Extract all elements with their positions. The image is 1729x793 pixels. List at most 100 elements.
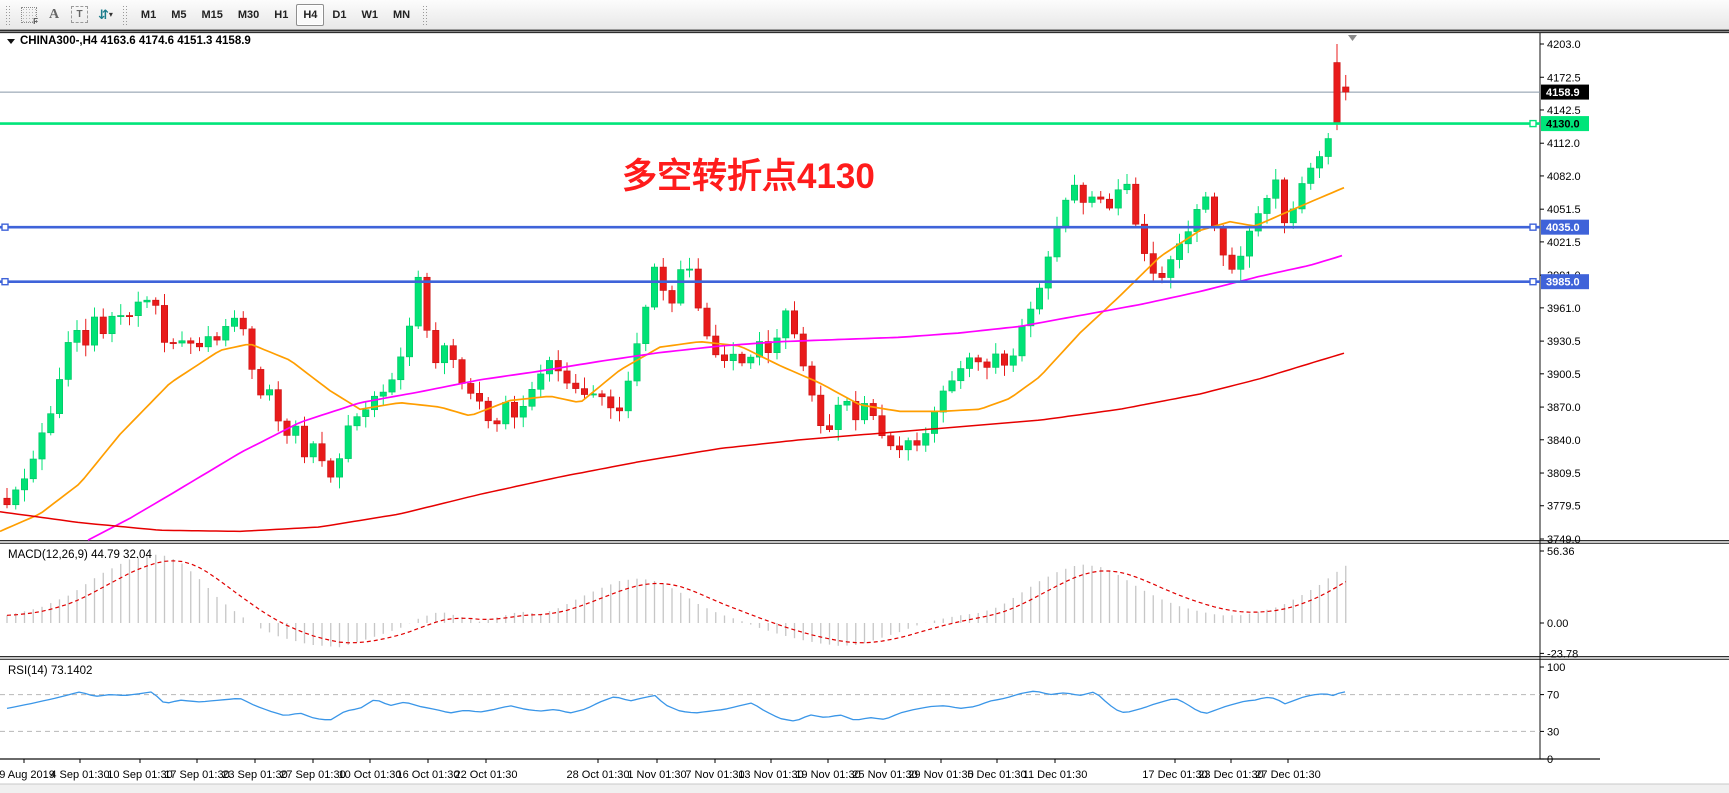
candle-body [196,342,204,348]
candle-body [370,395,378,411]
candle-body [1071,184,1079,201]
hline-handle[interactable] [1,223,9,231]
timeframe-button-m5[interactable]: M5 [171,8,187,21]
timeframe-button-h4[interactable]: H4 [296,3,325,26]
ma-slow-red [0,352,1345,533]
price-tick-label: 4082.0 [1547,171,1581,183]
price-tick-label: 4112.0 [1547,138,1580,150]
candle-body [1018,325,1026,357]
candle-body [1114,189,1122,209]
hline-handle[interactable] [1529,119,1537,128]
candle-body [790,310,798,335]
candle-body [948,380,956,392]
time-tick-label: 16 Oct 01:30 [397,769,460,781]
candle-body [624,380,632,412]
toolbar-drag-handle[interactable] [422,4,430,25]
candle-body [397,356,405,381]
chart-shift-marker-icon [1348,35,1357,41]
candle-body [694,268,702,309]
candle-body [817,394,825,427]
time-tick-label: 19 Nov 01:30 [795,769,860,781]
price-axis[interactable]: 4203.0 4172.5 4142.5 4112.0 4082.0 4051.5 4021… [1540,39,1589,546]
arrange-button[interactable]: ⇵ ▾ [94,4,117,26]
candle-body [615,407,623,412]
candle-body [1307,167,1315,184]
candle-body [1246,230,1254,257]
rsi-label: RSI(14) 73.1402 [8,665,92,677]
time-tick-label: 7 Nov 01:30 [685,769,744,781]
chart-area[interactable]: CHINA300-,H4 4163.6 4174.6 4151.3 4158.9… [0,30,1729,793]
hline-handle[interactable] [1529,223,1537,231]
timeframe-button-m1[interactable]: M1 [140,8,157,21]
rsi-tick-label: 0 [1547,754,1553,766]
candle-body [869,403,877,416]
toolbar-drag-handle[interactable] [5,4,12,25]
candle-body [1342,86,1350,93]
candle-body [685,268,693,271]
candle-body [134,301,142,317]
candle-body [362,409,370,417]
price-tick-label: 3749.0 [1547,534,1581,546]
candle-body [161,305,169,343]
candle-body [91,316,99,346]
timeframe-button-m15[interactable]: M15 [201,8,223,21]
candle-body [423,276,431,331]
time-tick-label: 28 Oct 01:30 [567,769,630,781]
candle-body [231,317,239,327]
candle-body [143,299,151,303]
timeframe-button-h1[interactable]: H1 [274,8,289,21]
candle-body [677,269,685,304]
rsi-line [6,690,1346,722]
rsi-tick-label: 30 [1547,726,1559,738]
ma-mid-magenta [87,254,1343,541]
bid-price-badge-bg [1541,84,1589,100]
candle-body [1036,287,1044,310]
snap-grid-button[interactable]: F [17,4,41,26]
price-tick-label: 3809.5 [1547,468,1581,480]
price-tick-label: 3900.5 [1547,369,1581,381]
price-tick-label: 4021.5 [1547,237,1581,249]
timeframe-button-m30[interactable]: M30 [237,8,260,21]
candle-body [887,435,895,447]
text-tool-button[interactable]: T [67,4,92,26]
candle-body [720,354,728,361]
toolbar: F A T ⇵ ▾ M1 M5 M15 M30 H1 H4 D1 W1 MN [0,0,1729,30]
candle-body [1254,213,1262,232]
timeframe-button-d1[interactable]: D1 [332,8,347,21]
candle-body [108,315,116,335]
symbol-dropdown-icon[interactable] [7,39,15,44]
text-label-button[interactable]: A [43,4,65,26]
hline-handle[interactable] [1,277,9,286]
hline-handle[interactable] [1529,277,1537,286]
candle-body [747,356,755,364]
bottom-strip [0,784,1729,793]
candle-body [799,333,807,367]
candle-body [257,369,265,396]
rsi-panel[interactable]: 100 70 30 0 RSI(14) 73.1402 [0,662,1565,766]
macd-tick-label: -23.78 [1547,648,1578,660]
time-tick-label: 29 Aug 2019 [0,769,55,781]
candle-body [222,326,230,341]
price-tick-label: 3840.0 [1547,435,1581,447]
main-chart[interactable]: CHINA300-,H4 4163.6 4174.6 4151.3 4158.9… [0,35,1540,541]
candle-body [1009,355,1017,366]
timeframe-button-mn[interactable]: MN [392,8,411,21]
candle-body [1281,179,1289,224]
chart-panel: CHINA300-,H4 4163.6 4174.6 4151.3 4158.9… [0,30,1729,793]
candle-body [405,325,413,358]
candle-body [729,353,737,361]
time-tick-label: 10 Sep 01:30 [107,769,172,781]
text-label-icon: A [48,6,60,22]
candle-body [773,337,781,353]
timeframe-button-w1[interactable]: W1 [361,8,378,21]
candle-body [169,342,177,344]
time-tick-label: 17 Dec 01:30 [1142,769,1207,781]
candle-body [598,393,606,398]
price-tick-label: 3779.5 [1547,501,1581,513]
macd-panel[interactable]: 56.36 0.00 -23.78 MACD(12,26,9) 44.79 32.04 [6,546,1578,660]
toolbar-drag-handle[interactable] [121,4,129,25]
candle-body [1062,199,1070,227]
candle-body [852,400,860,421]
price-badge-4035.0: 4035.0 [1546,222,1580,234]
